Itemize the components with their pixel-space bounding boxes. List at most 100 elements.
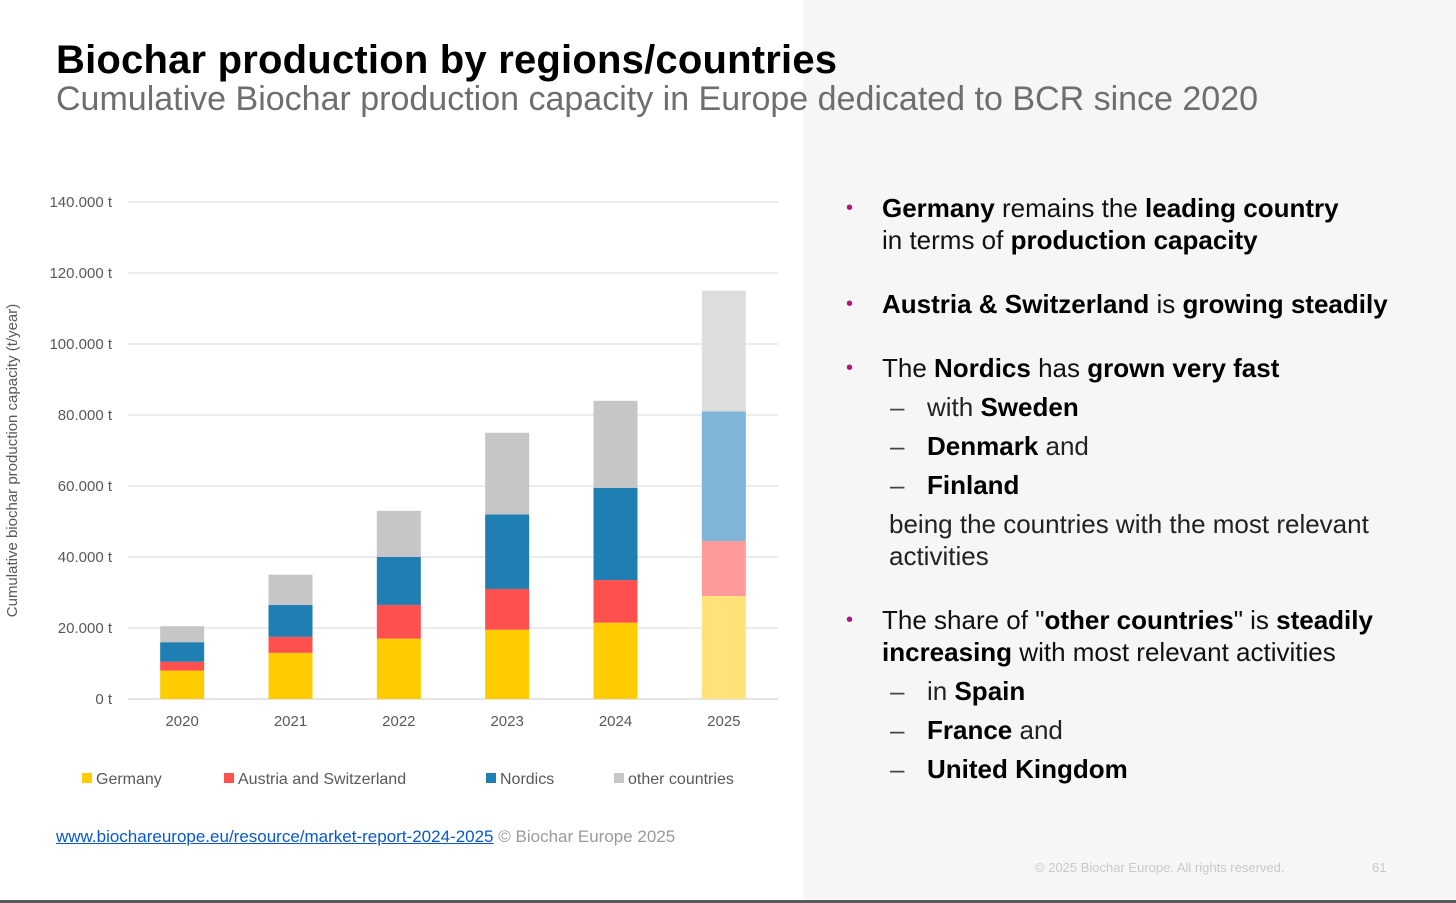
bar-segment bbox=[376, 638, 421, 699]
y-tick-label: 80.000 t bbox=[58, 407, 113, 424]
page-number: 61 bbox=[1372, 860, 1387, 875]
bullet-text-bold: Austria & Switzerland bbox=[882, 289, 1150, 319]
legend-label: Germany bbox=[96, 771, 162, 788]
bar-segment bbox=[593, 487, 638, 581]
bottom-divider bbox=[0, 900, 1456, 903]
bar-segment bbox=[376, 557, 421, 605]
x-tick-label: 2022 bbox=[382, 713, 415, 730]
sub-item-united-kingdom: – United Kingdom bbox=[846, 753, 1446, 785]
footer-copyright: © 2025 Biochar Europe. All rights reserv… bbox=[1035, 860, 1285, 875]
bullet-text: is bbox=[1149, 289, 1183, 319]
bullet-text: remains the bbox=[994, 193, 1146, 223]
bullet-text-bold: leading country bbox=[1145, 193, 1339, 223]
sub-text-bold: Spain bbox=[954, 676, 1026, 706]
bullet-marker: • bbox=[846, 293, 854, 315]
y-tick-label: 140.000 t bbox=[49, 194, 112, 211]
source-link[interactable]: www.biochareurope.eu/resource/market-rep… bbox=[56, 827, 494, 846]
legend-label: Austria and Switzerland bbox=[238, 771, 406, 788]
source-copyright: © Biochar Europe 2025 bbox=[498, 827, 676, 846]
nordics-tail-text: being the countries with the most releva… bbox=[889, 509, 1369, 571]
bar-segment bbox=[485, 514, 530, 589]
bullet-other-countries: • The share of "other countries" is stea… bbox=[846, 604, 1446, 668]
bar-segment bbox=[376, 510, 421, 557]
bar-segment bbox=[160, 670, 205, 699]
bar-segment bbox=[160, 642, 205, 662]
legend-label: other countries bbox=[628, 771, 734, 788]
sub-text-bold: Denmark bbox=[927, 431, 1039, 461]
sub-item-sweden: – with Sweden bbox=[846, 391, 1446, 423]
source-footnote: www.biochareurope.eu/resource/market-rep… bbox=[56, 827, 675, 847]
sub-text-bold: United Kingdom bbox=[927, 754, 1128, 784]
bar-segment bbox=[701, 290, 746, 412]
bullet-text-bold: grown very fast bbox=[1087, 353, 1280, 383]
bullet-text-bold: steadily increasing bbox=[882, 605, 1373, 667]
stacked-bar-chart: 0 t 20.000 t 40.000 t 60.000 t 80.000 t 100.0… bbox=[4, 194, 778, 788]
bullet-austria-switzerland: • Austria & Switzerland is growing stead… bbox=[846, 288, 1446, 320]
bullet-text-bold: Germany bbox=[882, 193, 995, 223]
sub-text: and bbox=[1038, 431, 1089, 461]
bar-segment bbox=[593, 580, 638, 623]
sub-text: in bbox=[927, 676, 955, 706]
bullet-text: " is bbox=[1233, 605, 1277, 635]
bullet-text-bold: production capacity bbox=[1010, 225, 1258, 255]
bar-segment bbox=[485, 432, 530, 515]
x-tick-label: 2020 bbox=[165, 713, 198, 730]
bar-segment bbox=[268, 574, 313, 605]
bullet-text-bold: Nordics bbox=[934, 353, 1031, 383]
y-tick-label: 40.000 t bbox=[58, 549, 113, 566]
bar-segment bbox=[701, 541, 746, 597]
bar-segment bbox=[160, 661, 205, 671]
x-tick-label: 2021 bbox=[274, 713, 307, 730]
bar-segment bbox=[268, 604, 313, 637]
dash-marker: – bbox=[890, 431, 905, 461]
slide-subtitle: Cumulative Biochar production capacity i… bbox=[56, 80, 1259, 118]
x-tick-label: 2023 bbox=[490, 713, 523, 730]
bar-segment bbox=[701, 596, 746, 699]
x-tick-label: 2024 bbox=[599, 713, 632, 730]
y-tick-label: 100.000 t bbox=[49, 336, 112, 353]
legend-swatch bbox=[224, 773, 234, 783]
dash-marker: – bbox=[890, 392, 905, 422]
bullet-marker: • bbox=[846, 609, 854, 631]
sub-item-denmark: – Denmark and bbox=[846, 430, 1446, 462]
bullet-text: The share of " bbox=[882, 605, 1045, 635]
bar-segment bbox=[268, 636, 313, 653]
bullet-germany: • Germany remains the leading country in… bbox=[846, 192, 1446, 256]
bar-segment bbox=[701, 411, 746, 542]
bullet-text: The bbox=[882, 353, 935, 383]
sub-text: with bbox=[927, 392, 981, 422]
y-axis-label: Cumulative biochar production capacity (… bbox=[4, 304, 21, 617]
dash-marker: – bbox=[890, 715, 905, 745]
y-tick-label: 120.000 t bbox=[49, 265, 112, 282]
y-tick-label: 20.000 t bbox=[58, 620, 113, 637]
legend-swatch bbox=[614, 773, 624, 783]
right-panel bbox=[803, 0, 1456, 900]
sub-text-bold: Finland bbox=[927, 470, 1020, 500]
bullet-text: with most relevant activities bbox=[1012, 637, 1336, 667]
sub-text: and bbox=[1012, 715, 1063, 745]
bar-segment bbox=[160, 626, 205, 643]
bar-segment bbox=[376, 604, 421, 639]
legend-swatch bbox=[486, 773, 496, 783]
slide-title: Biochar production by regions/countries bbox=[56, 38, 838, 82]
y-tick-label: 0 t bbox=[95, 691, 113, 708]
sub-text-bold: France bbox=[927, 715, 1013, 745]
bar-segment bbox=[485, 629, 530, 699]
legend-label: Nordics bbox=[500, 771, 554, 788]
legend-swatch bbox=[82, 773, 92, 783]
bullet-marker: • bbox=[846, 357, 854, 379]
sub-item-france: – France and bbox=[846, 714, 1446, 746]
bullet-marker: • bbox=[846, 197, 854, 219]
bullet-text-bold: growing steadily bbox=[1182, 289, 1388, 319]
bullet-nordics: • The Nordics has grown very fast bbox=[846, 352, 1446, 384]
bar-segment bbox=[268, 652, 313, 699]
bar-segment bbox=[485, 588, 530, 630]
bullet-text: in terms of bbox=[882, 225, 1011, 255]
dash-marker: – bbox=[890, 676, 905, 706]
bullet-text-bold: other countries bbox=[1044, 605, 1234, 635]
x-tick-label: 2025 bbox=[707, 713, 740, 730]
dash-marker: – bbox=[890, 470, 905, 500]
bar-segment bbox=[593, 622, 638, 699]
y-tick-label: 60.000 t bbox=[58, 478, 113, 495]
sub-text-bold: Sweden bbox=[980, 392, 1079, 422]
